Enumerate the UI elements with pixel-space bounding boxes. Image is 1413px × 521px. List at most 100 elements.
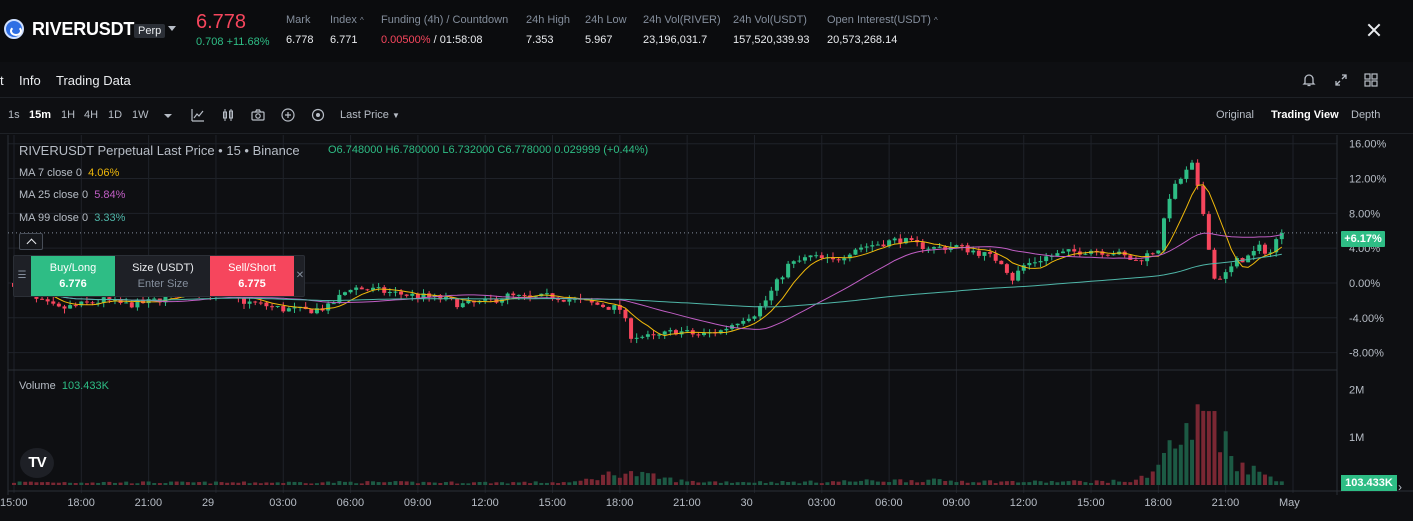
candle-body xyxy=(673,330,678,335)
indicator-icon[interactable] xyxy=(191,108,205,122)
candle-body xyxy=(685,330,690,332)
volume-bar xyxy=(112,482,117,485)
ticker-header: RIVERUSDT Perp 6.778 0.708 +11.68% Mark … xyxy=(0,0,1413,62)
candle-body xyxy=(791,261,796,264)
scroll-right-icon[interactable]: › xyxy=(1398,480,1402,494)
interval-1d[interactable]: 1D xyxy=(108,109,123,121)
volume-bar xyxy=(494,482,499,485)
candle-style-icon[interactable] xyxy=(221,108,235,122)
volume-bar xyxy=(483,481,488,485)
add-indicator-icon[interactable] xyxy=(281,108,295,122)
drag-handle-icon[interactable]: ☰ xyxy=(17,270,27,281)
close-widget-icon[interactable]: ✕ xyxy=(295,270,305,281)
interval-1h[interactable]: 1H xyxy=(61,109,76,121)
volume-bar xyxy=(1016,482,1021,485)
layout-grid-icon[interactable] xyxy=(1363,72,1379,88)
candle-body xyxy=(511,293,516,296)
expand-icon[interactable] xyxy=(1333,72,1349,88)
ma25-legend[interactable]: MA 25 close 0 5.84% xyxy=(19,189,126,201)
chart-area[interactable]: 16.00% 12.00% 8.00% 4.00% 0.00% -4.00% -8.00% 1… xyxy=(0,135,1413,521)
candle-body xyxy=(724,328,729,331)
chevron-up-icon[interactable]: ^ xyxy=(359,16,364,25)
candle-body xyxy=(314,308,319,314)
volume-bar xyxy=(887,482,892,485)
volume-bar xyxy=(668,477,673,485)
symbol-dropdown-icon[interactable] xyxy=(168,26,176,31)
time-axis-label: 18:00 xyxy=(1144,497,1172,509)
volume-bar xyxy=(797,483,802,485)
candle-body xyxy=(1167,198,1172,219)
volume-bar xyxy=(449,481,454,485)
candle-body xyxy=(898,238,903,244)
volume-bar xyxy=(802,481,807,485)
volume-bar xyxy=(202,481,207,485)
candle-body xyxy=(1206,214,1211,250)
interval-1s[interactable]: 1s xyxy=(8,109,20,121)
tab-trading-data[interactable]: Trading Data xyxy=(56,73,131,88)
volume-bar xyxy=(410,481,415,485)
tab-chart[interactable]: t xyxy=(0,73,4,88)
volume-bar xyxy=(528,483,533,485)
close-icon[interactable] xyxy=(1366,22,1382,38)
volume-bar xyxy=(1027,482,1032,485)
chevron-up-icon[interactable]: ^ xyxy=(933,16,938,25)
volume-bar xyxy=(247,483,252,485)
symbol-name[interactable]: RIVERUSDT xyxy=(32,19,135,39)
tradingview-logo-icon[interactable]: TV xyxy=(20,448,54,478)
candle-body xyxy=(842,258,847,261)
volume-bar xyxy=(1178,444,1183,485)
tab-info[interactable]: Info xyxy=(19,73,41,88)
view-depth[interactable]: Depth xyxy=(1351,109,1381,121)
ma7-legend[interactable]: MA 7 close 0 4.06% xyxy=(19,167,120,179)
volume-bar xyxy=(124,481,129,485)
volume-bar xyxy=(477,482,482,485)
volume-bar xyxy=(881,481,886,485)
price-axis-label: 8.00% xyxy=(1349,208,1380,220)
volume-bar xyxy=(146,481,151,485)
view-original[interactable]: Original xyxy=(1216,109,1254,121)
ma99-legend[interactable]: MA 99 close 0 3.33% xyxy=(19,212,126,224)
stat-24h-vol-usdt: 24h Vol(USDT) 157,520,339.93 xyxy=(733,14,809,46)
volume-bar xyxy=(640,471,645,485)
volume-bar xyxy=(118,482,123,485)
candle-body xyxy=(522,294,527,296)
volume-bar xyxy=(314,483,319,485)
size-input[interactable]: Size (USDT) Enter Size xyxy=(132,262,194,290)
interval-4h[interactable]: 4H xyxy=(84,109,99,121)
candle-body xyxy=(1150,253,1155,255)
time-axis-label: 12:00 xyxy=(471,497,499,509)
candle-body xyxy=(73,305,78,307)
sell-short-button[interactable]: Sell/Short 6.775 xyxy=(210,256,294,296)
settings-icon[interactable] xyxy=(311,108,325,122)
candle-body xyxy=(696,334,701,336)
candlestick-chart[interactable]: 16.00%12.00%8.00%4.00%0.00%-4.00%-8.00%1… xyxy=(0,135,1413,521)
interval-15m[interactable]: 15m xyxy=(29,109,52,121)
interval-dropdown-icon[interactable] xyxy=(161,109,175,123)
candle-body xyxy=(45,299,50,302)
candle-body xyxy=(342,292,347,295)
candle-body xyxy=(337,294,342,304)
stat-value: 5.967 xyxy=(585,34,613,46)
price-source-dropdown[interactable]: Last Price ▼ xyxy=(340,109,400,121)
volume-bar xyxy=(309,483,314,485)
candle-body xyxy=(1038,261,1043,263)
bell-icon[interactable] xyxy=(1301,72,1317,88)
buy-long-button[interactable]: Buy/Long 6.776 xyxy=(31,256,115,296)
candle-body xyxy=(432,295,437,298)
stat-label: Open Interest(USDT) ^ xyxy=(827,14,938,26)
ma99-line xyxy=(13,253,1282,308)
camera-icon[interactable] xyxy=(251,108,265,122)
volume-bar xyxy=(500,482,505,485)
volume-bar xyxy=(1066,481,1071,485)
candle-body xyxy=(903,238,908,244)
candle-body xyxy=(1195,162,1200,186)
candle-body xyxy=(1268,252,1273,254)
candle-body xyxy=(1201,185,1206,215)
volume-bar xyxy=(393,481,398,485)
candle-body xyxy=(415,293,420,299)
collapse-legend-button[interactable] xyxy=(19,233,43,250)
view-trading-view[interactable]: Trading View xyxy=(1271,109,1339,121)
interval-1w[interactable]: 1W xyxy=(132,109,149,121)
stat-label: Index ^ xyxy=(330,14,364,26)
volume-bar xyxy=(988,480,993,485)
